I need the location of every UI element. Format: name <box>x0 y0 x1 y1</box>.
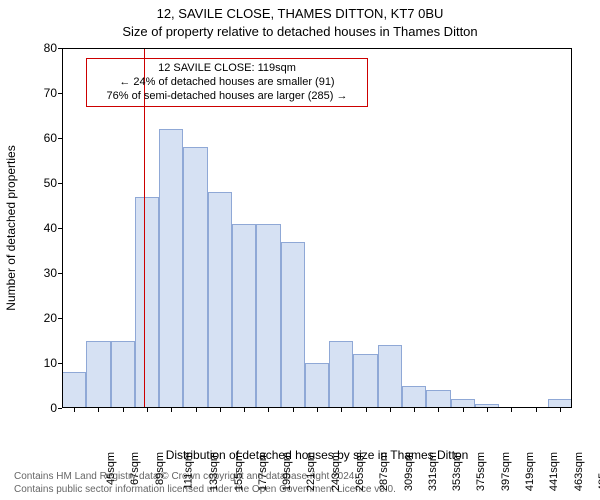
plot-border <box>62 48 572 408</box>
x-tick-mark <box>268 408 269 412</box>
x-tick-mark <box>98 408 99 412</box>
x-tick-label: 67sqm <box>129 452 141 485</box>
plot-area: 12 SAVILE CLOSE: 119sqm← 24% of detached… <box>62 48 572 408</box>
x-tick-label: 463sqm <box>573 452 585 491</box>
y-tick-mark <box>58 93 62 94</box>
x-tick-label: 265sqm <box>354 452 366 491</box>
y-tick-label: 0 <box>17 401 57 415</box>
x-tick-mark <box>293 408 294 412</box>
y-tick-label: 80 <box>17 41 57 55</box>
y-tick-mark <box>58 228 62 229</box>
y-tick-label: 10 <box>17 356 57 370</box>
chart-subtitle: Size of property relative to detached ho… <box>0 24 600 39</box>
x-tick-mark <box>220 408 221 412</box>
x-tick-label: 375sqm <box>476 452 488 491</box>
x-tick-label: 199sqm <box>281 452 293 491</box>
x-tick-label: 243sqm <box>330 452 342 491</box>
y-tick-label: 40 <box>17 221 57 235</box>
x-tick-mark <box>123 408 124 412</box>
y-tick-mark <box>58 48 62 49</box>
x-tick-mark <box>463 408 464 412</box>
x-tick-label: 309sqm <box>403 452 415 491</box>
x-tick-label: 353sqm <box>451 452 463 491</box>
y-tick-label: 70 <box>17 86 57 100</box>
x-tick-label: 133sqm <box>208 452 220 491</box>
y-tick-mark <box>58 408 62 409</box>
chart-title: 12, SAVILE CLOSE, THAMES DITTON, KT7 0BU <box>0 6 600 21</box>
x-tick-mark <box>560 408 561 412</box>
x-tick-label: 397sqm <box>500 452 512 491</box>
x-tick-label: 155sqm <box>233 452 245 491</box>
x-tick-mark <box>414 408 415 412</box>
x-tick-label: 419sqm <box>524 452 536 491</box>
y-tick-mark <box>58 273 62 274</box>
y-tick-label: 20 <box>17 311 57 325</box>
x-tick-mark <box>147 408 148 412</box>
x-tick-label: 45sqm <box>105 452 117 485</box>
x-tick-mark <box>390 408 391 412</box>
y-tick-mark <box>58 363 62 364</box>
x-tick-label: 111sqm <box>183 452 195 490</box>
x-tick-mark <box>196 408 197 412</box>
x-tick-mark <box>317 408 318 412</box>
x-tick-mark <box>438 408 439 412</box>
x-tick-label: 287sqm <box>378 452 390 491</box>
x-tick-mark <box>341 408 342 412</box>
x-tick-mark <box>244 408 245 412</box>
x-tick-mark <box>536 408 537 412</box>
x-tick-label: 89sqm <box>154 452 166 485</box>
x-tick-mark <box>366 408 367 412</box>
x-tick-label: 331sqm <box>427 452 439 491</box>
y-tick-label: 50 <box>17 176 57 190</box>
y-tick-mark <box>58 318 62 319</box>
x-tick-label: 177sqm <box>257 452 269 491</box>
x-tick-mark <box>487 408 488 412</box>
y-tick-mark <box>58 183 62 184</box>
x-tick-label: 221sqm <box>306 452 318 491</box>
x-tick-mark <box>74 408 75 412</box>
y-tick-mark <box>58 138 62 139</box>
x-tick-mark <box>171 408 172 412</box>
y-tick-label: 60 <box>17 131 57 145</box>
x-tick-mark <box>511 408 512 412</box>
y-tick-label: 30 <box>17 266 57 280</box>
x-tick-label: 441sqm <box>548 452 560 491</box>
